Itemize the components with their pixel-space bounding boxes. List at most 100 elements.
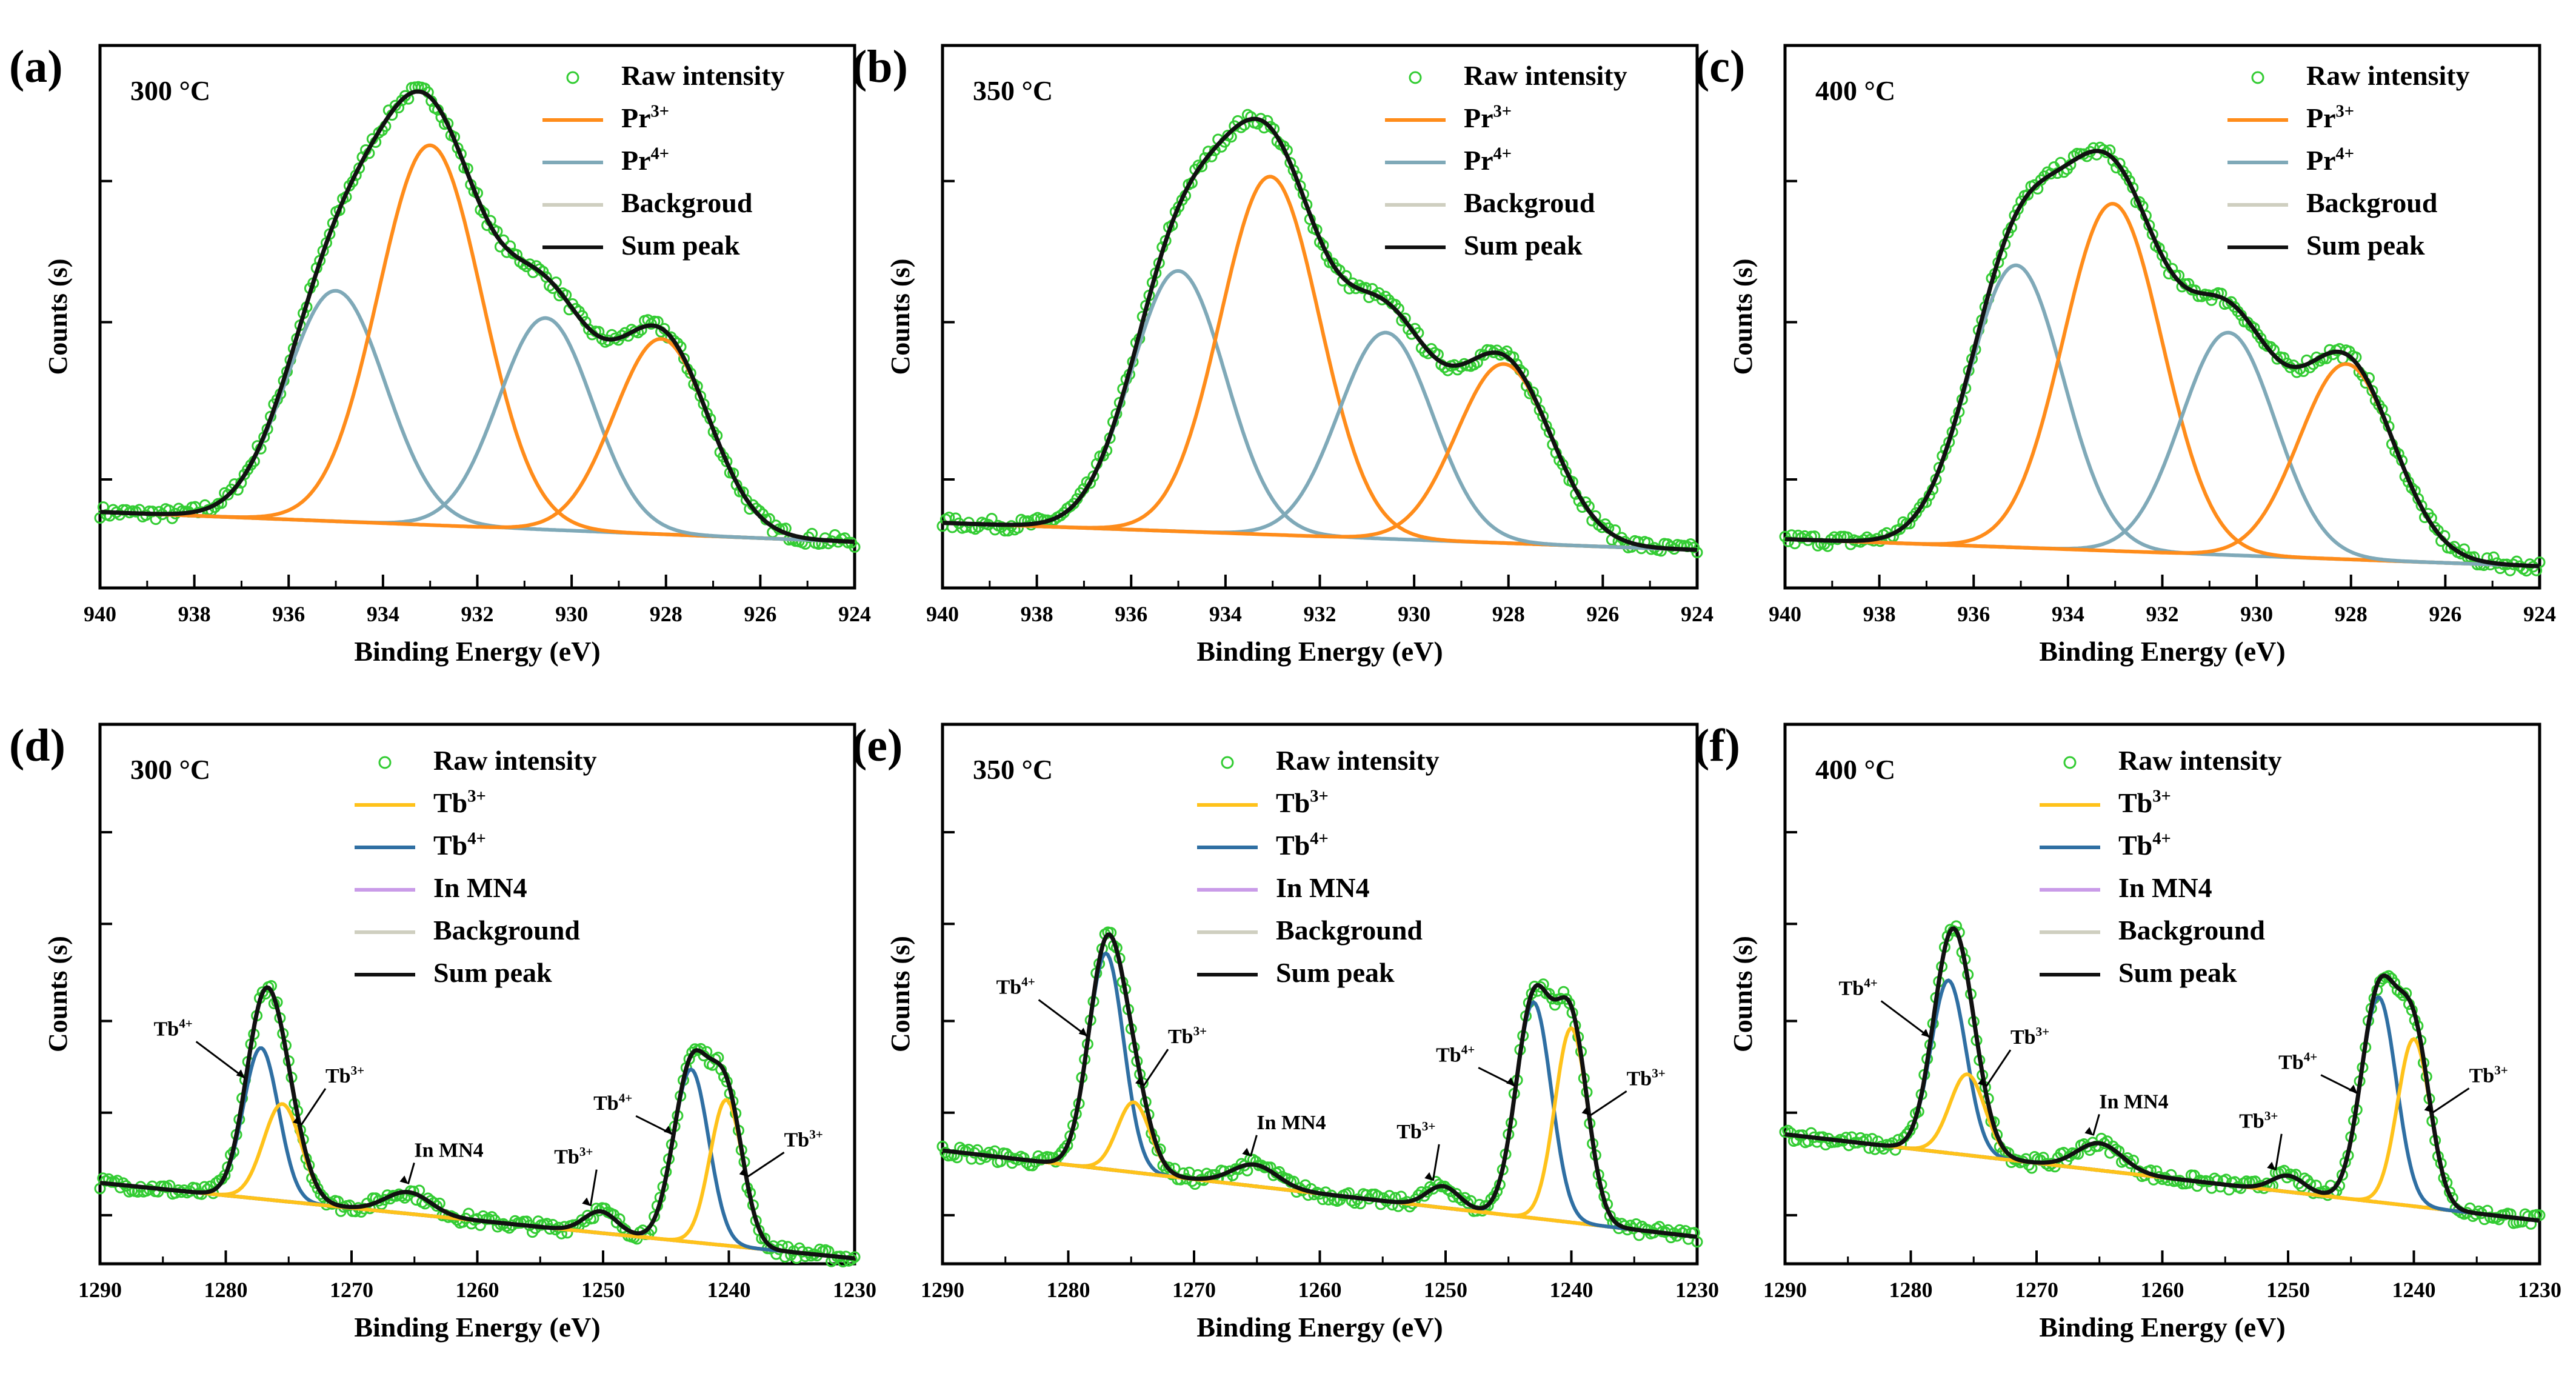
panel-letter: (a) — [9, 41, 63, 92]
annotation-arrowhead — [1921, 1029, 1930, 1038]
legend-entry: Sum peak — [542, 230, 740, 261]
sum-peak-line — [99, 89, 855, 544]
x-tick-label: 940 — [1769, 602, 1801, 626]
x-tick-label: 1280 — [1047, 1278, 1090, 1302]
annotation-arrowhead — [2267, 1161, 2276, 1170]
annotation-label: In MN4 — [1256, 1112, 1326, 1134]
panel-letter: (c) — [1694, 41, 1745, 92]
annotation-arrowhead — [1506, 1077, 1515, 1086]
x-tick-label: 924 — [838, 602, 871, 626]
legend-entry: Pr4+ — [2227, 145, 2354, 176]
legend-label: Pr4+ — [1464, 145, 1512, 176]
annotation-label: Tb4+ — [2278, 1050, 2317, 1074]
legend-entry: Tb3+ — [1197, 787, 1329, 818]
legend-label: Backgroud — [621, 187, 753, 218]
x-tick-label: 1250 — [2266, 1278, 2310, 1302]
legend-entry: Raw intensity — [378, 745, 597, 776]
panel-letter: (f) — [1694, 720, 1740, 771]
annotation-label: Tb3+ — [325, 1063, 364, 1087]
legend-label: Sum peak — [621, 230, 740, 261]
x-tick-label: 936 — [1957, 602, 1990, 626]
legend-label: Backgroud — [1464, 187, 1595, 218]
legend-entry: Background — [2040, 915, 2265, 946]
annotation-label: In MN4 — [2099, 1090, 2168, 1113]
legend-entry: Sum peak — [2040, 957, 2237, 988]
legend-entry: In MN4 — [2040, 872, 2212, 903]
panel-b: 940 938 936 934 932 930 928 926 924 Binding Energ… — [852, 41, 1713, 667]
sum-peak-line — [1784, 926, 2540, 1223]
x-tick-label: 1230 — [2518, 1278, 2561, 1302]
legend-label: Raw intensity — [2306, 60, 2470, 91]
temperature-label: 400 °C — [1815, 75, 1895, 106]
legend-label: Raw intensity — [2118, 745, 2282, 776]
legend-label: Tb4+ — [2118, 830, 2171, 861]
x-tick-label: 928 — [2335, 602, 2367, 626]
legend-entry: Sum peak — [1385, 230, 1583, 261]
panel-letter: (b) — [852, 41, 908, 92]
panel-letter: (e) — [852, 720, 903, 771]
y-axis-label: Counts (s) — [1728, 936, 1758, 1052]
legend-entry: Pr3+ — [1385, 102, 1512, 133]
annotation-arrowhead — [664, 1126, 673, 1135]
legend-raw-marker — [2251, 71, 2264, 84]
x-axis-label: Binding Energy (eV) — [2039, 636, 2285, 667]
panel-d: 1290 1280 1270 1260 1250 1240 1230 Binding Ener… — [9, 720, 876, 1343]
raw-intensity-point — [849, 541, 861, 553]
x-tick-label: 926 — [744, 602, 776, 626]
legend-label: Tb3+ — [2118, 787, 2171, 818]
legend-label: Pr3+ — [2306, 102, 2354, 133]
annotation-arrow — [2432, 1087, 2470, 1113]
annotation-arrow — [407, 1163, 415, 1184]
x-tick-label: 1280 — [1889, 1278, 1933, 1302]
x-tick-label: 1240 — [1550, 1278, 1593, 1302]
temperature-label: 350 °C — [973, 75, 1053, 106]
sum-peak-line — [942, 932, 1698, 1239]
legend-label: Pr3+ — [621, 102, 669, 133]
x-tick-label: 1290 — [1763, 1278, 1807, 1302]
panel-c: 940 938 936 934 932 930 928 926 924 Binding Energ… — [1694, 41, 2556, 667]
annotation-arrowhead — [293, 1116, 301, 1125]
legend-label: Sum peak — [1276, 957, 1395, 988]
legend-label: Pr4+ — [621, 145, 669, 176]
legend-entry: Raw intensity — [1409, 60, 1627, 91]
annotation-label: Tb3+ — [554, 1144, 593, 1169]
x-tick-label: 938 — [178, 602, 211, 626]
x-axis-label: Binding Energy (eV) — [1196, 1312, 1443, 1343]
x-tick-label: 1230 — [1675, 1278, 1719, 1302]
annotation-arrowhead — [399, 1175, 409, 1184]
x-tick-label: 1270 — [330, 1278, 373, 1302]
legend-label: In MN4 — [1276, 872, 1370, 903]
raw-intensity-point — [2124, 1157, 2137, 1169]
annotation-label: Tb3+ — [2469, 1063, 2508, 1087]
x-tick-label: 930 — [2240, 602, 2273, 626]
y-axis-label: Counts (s) — [886, 936, 915, 1052]
legend-entry: Backgroud — [1385, 187, 1595, 218]
annotation-arrowhead — [1978, 1078, 1986, 1087]
annotation-arrow — [1143, 1049, 1169, 1086]
annotation-label: Tb3+ — [2010, 1024, 2049, 1049]
legend-raw-marker — [2063, 756, 2077, 769]
x-tick-label: 1250 — [581, 1278, 625, 1302]
panel-a: 940 938 936 934 932 930 928 926 924 Binding Energ… — [9, 41, 871, 667]
x-tick-label: 926 — [1586, 602, 1619, 626]
legend-raw-marker — [1409, 71, 1422, 84]
annotation-arrowhead — [1078, 1027, 1087, 1036]
legend-label: Sum peak — [433, 957, 552, 988]
x-tick-label: 934 — [1209, 602, 1242, 626]
legend-label: Background — [433, 915, 580, 946]
x-tick-label: 940 — [926, 602, 959, 626]
sum-peak-line — [1784, 149, 2540, 569]
legend-entry: Tb3+ — [355, 787, 486, 818]
legend-entry: Backgroud — [542, 187, 753, 218]
raw-intensity-point — [2255, 332, 2267, 344]
legend-label: Pr4+ — [2306, 145, 2354, 176]
annotation-arrow — [1432, 1144, 1440, 1181]
legend-entry: Tb3+ — [2040, 787, 2171, 818]
legend-label: In MN4 — [2118, 872, 2212, 903]
x-tick-label: 1250 — [1424, 1278, 1467, 1302]
annotation-arrowhead — [236, 1069, 245, 1078]
annotation-arrow — [1038, 999, 1088, 1037]
x-tick-label: 1240 — [2392, 1278, 2436, 1302]
annotation-arrow — [1880, 1000, 1930, 1038]
legend-entry: Sum peak — [1197, 957, 1395, 988]
